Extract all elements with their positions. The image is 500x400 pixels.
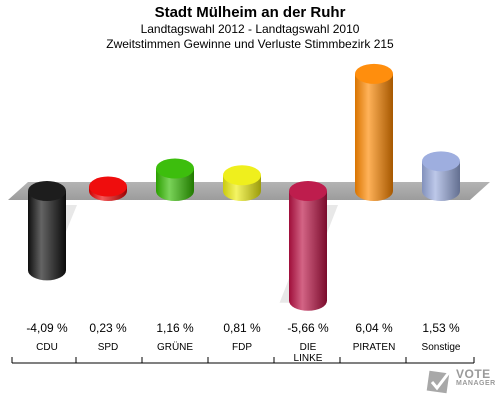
value-label: -4,09 % — [26, 321, 68, 335]
category-label: PIRATEN — [353, 342, 396, 353]
bar-fdp — [223, 165, 261, 201]
value-label: 1,53 % — [422, 321, 460, 335]
category-label: GRÜNE — [157, 341, 193, 353]
checkmark-icon — [426, 370, 452, 394]
chart-title: Stadt Mülheim an der Ruhr — [154, 4, 346, 21]
chart-subtitle-1: Landtagswahl 2012 - Landtagswahl 2010 — [140, 22, 360, 36]
chart-header: Stadt Mülheim an der Ruhr Landtagswahl 2… — [0, 0, 500, 52]
category-label: Sonstige — [422, 342, 461, 353]
bar-die-linke — [289, 181, 327, 311]
value-labels: -4,09 % 0,23 % 1,16 % 0,81 % -5,66 % 6,04 % 1,… — [26, 321, 460, 335]
value-label: 0,23 % — [89, 321, 127, 335]
category-axis — [11, 357, 475, 364]
bar-grüne — [156, 158, 194, 201]
category-label: SPD — [98, 342, 119, 353]
bar-spd — [89, 176, 127, 201]
logo-text: VOTE — [456, 367, 491, 381]
category-label: FDP — [232, 342, 252, 353]
category-label: LINKE — [294, 353, 323, 364]
value-label: 0,81 % — [223, 321, 261, 335]
chart-subtitle-2: Zweitstimmen Gewinne und Verluste Stimmb… — [106, 37, 394, 51]
category-label: CDU — [36, 342, 58, 353]
bar-sonstige — [422, 151, 460, 201]
category-label: DIE — [300, 342, 317, 353]
value-label: 1,16 % — [156, 321, 194, 335]
value-label: -5,66 % — [287, 321, 329, 335]
vote-manager-logo: VOTE MANAGER — [426, 366, 498, 396]
bar-cdu — [28, 181, 66, 281]
value-label: 6,04 % — [355, 321, 393, 335]
logo-subtext: MANAGER — [456, 380, 496, 387]
bar-piraten — [355, 63, 393, 201]
bars — [28, 63, 460, 311]
